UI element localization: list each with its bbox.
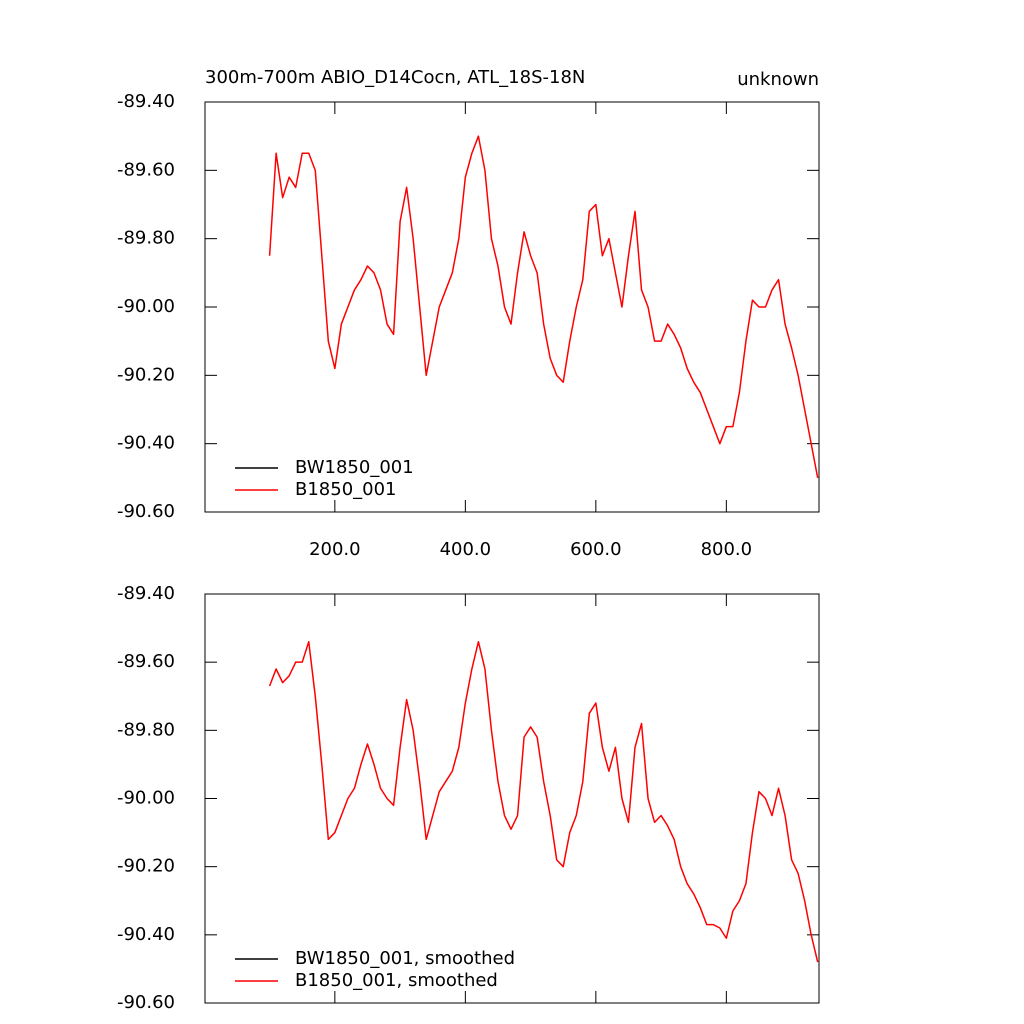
y-tick-label: -89.40 — [117, 91, 175, 112]
y-tick-label: -90.00 — [117, 788, 175, 809]
y-tick-label: -89.80 — [117, 228, 175, 249]
y-tick-label: -89.60 — [117, 159, 175, 180]
legend-label: BW1850_001, smoothed — [295, 948, 515, 969]
plot-frame — [204, 101, 820, 513]
y-tick-label: -90.20 — [117, 364, 175, 385]
x-tick-label: 800.0 — [701, 539, 753, 560]
data-line — [268, 640, 819, 963]
x-tick-label: 400.0 — [440, 539, 492, 560]
y-tick-label: -89.40 — [117, 583, 175, 604]
legend-label: B1850_001, smoothed — [295, 970, 498, 991]
chart-subtitle: unknown — [737, 69, 819, 90]
y-tick-label: -90.00 — [117, 296, 175, 317]
x-tick-label: 200.0 — [309, 539, 361, 560]
chart-title: 300m-700m ABIO_D14Cocn, ATL_18S-18N — [205, 67, 585, 88]
data-line — [268, 135, 819, 478]
y-tick-label: -90.60 — [117, 501, 175, 522]
x-tick-label: 600.0 — [570, 539, 622, 560]
y-tick-label: -90.40 — [117, 433, 175, 454]
legend-label: B1850_001 — [295, 479, 397, 500]
y-tick-label: -90.20 — [117, 856, 175, 877]
y-tick-label: -89.60 — [117, 651, 175, 672]
y-tick-label: -89.80 — [117, 719, 175, 740]
plot-frame — [204, 593, 820, 1004]
y-tick-label: -90.60 — [117, 992, 175, 1013]
y-tick-label: -90.40 — [117, 924, 175, 945]
legend-label: BW1850_001 — [295, 457, 414, 478]
